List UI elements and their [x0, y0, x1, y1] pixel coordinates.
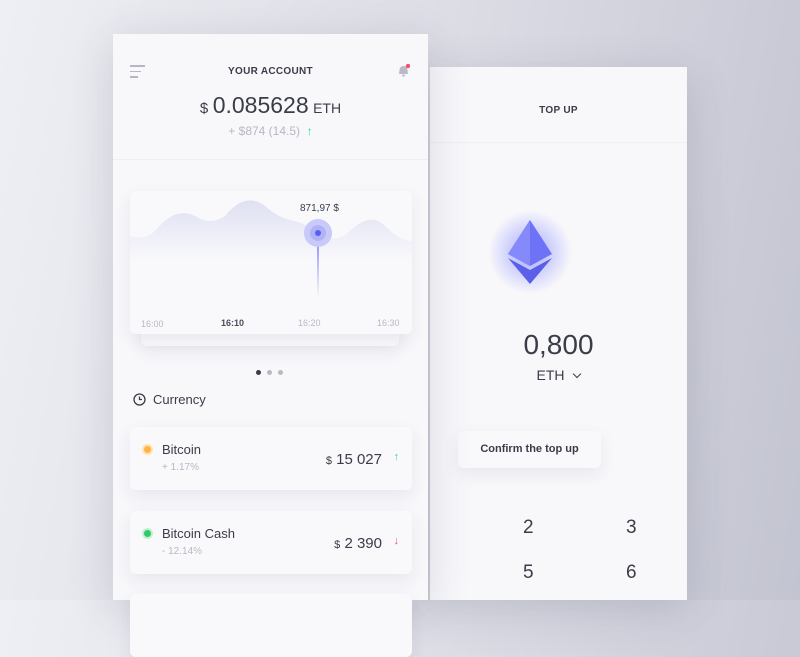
- confirm-top-up-button[interactable]: Confirm the top up: [458, 431, 601, 468]
- marker-point[interactable]: [315, 230, 321, 236]
- keypad-key-6[interactable]: 6: [626, 562, 637, 583]
- x-tick: 16:20: [298, 318, 321, 328]
- ethereum-logo-icon: [490, 210, 572, 294]
- marker-line: [317, 238, 319, 298]
- currency-item-bitcoin-cash[interactable]: Bitcoin Cash - 12.14% $ 2 390 ↓: [130, 511, 412, 574]
- top-up-amount: 0,800: [523, 329, 594, 360]
- currency-name: Bitcoin: [162, 442, 202, 457]
- arrow-up-icon: ↑: [393, 451, 400, 463]
- menu-icon[interactable]: [130, 65, 145, 82]
- divider: [113, 159, 428, 160]
- currency-change: - 12.14%: [162, 546, 203, 557]
- currency-item-partial[interactable]: [130, 594, 412, 657]
- page-dot[interactable]: [278, 370, 283, 375]
- status-dot: [144, 446, 151, 453]
- page-indicator: [256, 362, 289, 380]
- currency-name: Bitcoin Cash: [162, 526, 235, 541]
- x-tick: 16:30: [377, 318, 400, 328]
- status-dot: [144, 530, 151, 537]
- price-chart-card[interactable]: 871,97 $ 16:00 16:10 16:20 16:30: [130, 191, 412, 334]
- keypad-key-2[interactable]: 2: [523, 517, 534, 538]
- currency-heading: Currency: [133, 392, 206, 407]
- account-panel: YOUR ACCOUNT $ 0.085628 ETH + $874 (14.5…: [113, 34, 428, 657]
- page-dot[interactable]: [267, 370, 272, 375]
- currency-item-bitcoin[interactable]: Bitcoin + 1.17% $ 15 027 ↑: [130, 427, 412, 490]
- currency-price: $ 15 027: [325, 451, 382, 468]
- x-tick-active[interactable]: 16:10: [221, 318, 245, 328]
- currency-select[interactable]: ETH: [430, 367, 687, 383]
- top-up-panel: TOP UP 0,800 ETH Confirm the top up 2 3 …: [430, 67, 687, 600]
- chevron-down-icon: [573, 369, 582, 379]
- chart-tooltip: 871,97 $: [300, 203, 339, 214]
- currency-heading-label: Currency: [153, 392, 206, 407]
- account-balance: $ 0.085628 ETH: [199, 92, 342, 118]
- notification-bell-icon[interactable]: [397, 64, 410, 77]
- balance-change: + $874 (14.5) ↑: [228, 124, 313, 138]
- currency-price: $ 2 390: [334, 535, 382, 552]
- x-tick: 16:00: [141, 319, 164, 329]
- divider: [430, 142, 687, 143]
- clock-icon: [133, 393, 146, 406]
- price-area-chart: [130, 200, 412, 298]
- account-title: YOUR ACCOUNT: [228, 66, 313, 77]
- page-dot-active[interactable]: [256, 370, 261, 375]
- keypad-key-3[interactable]: 3: [626, 517, 637, 538]
- arrow-down-icon: ↓: [393, 535, 400, 547]
- arrow-up-icon: ↑: [306, 124, 313, 138]
- top-up-title: TOP UP: [539, 105, 578, 116]
- currency-select-value: ETH: [536, 367, 565, 383]
- keypad-key-5[interactable]: 5: [523, 562, 534, 583]
- price-area: [130, 200, 412, 261]
- currency-change: + 1.17%: [162, 462, 199, 473]
